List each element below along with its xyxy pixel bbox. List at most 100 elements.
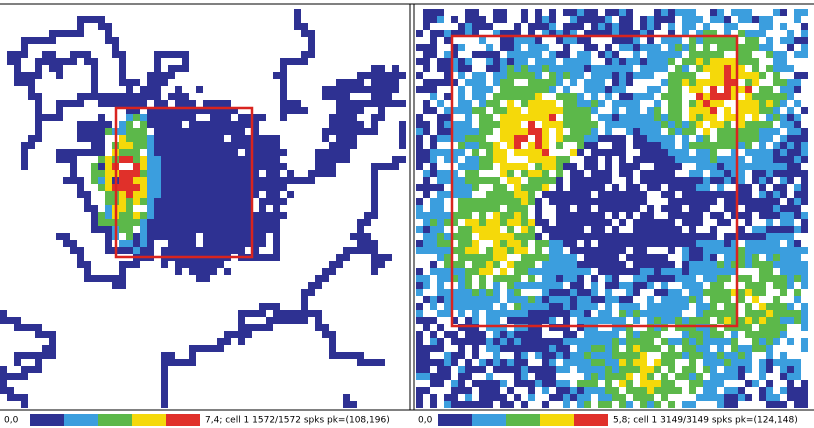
map-pixel bbox=[336, 135, 343, 142]
map-pixel bbox=[710, 296, 717, 303]
map-pixel bbox=[563, 380, 570, 387]
map-pixel bbox=[773, 247, 780, 254]
map-pixel bbox=[696, 289, 703, 296]
map-pixel bbox=[266, 149, 273, 156]
map-pixel bbox=[556, 303, 563, 310]
map-pixel bbox=[731, 142, 738, 149]
map-pixel bbox=[105, 191, 112, 198]
map-pixel bbox=[780, 310, 787, 317]
map-pixel bbox=[738, 51, 745, 58]
map-pixel bbox=[294, 16, 301, 23]
map-pixel bbox=[507, 107, 514, 114]
map-pixel bbox=[577, 261, 584, 268]
map-pixel bbox=[486, 128, 493, 135]
map-pixel bbox=[451, 184, 458, 191]
map-pixel bbox=[563, 37, 570, 44]
map-pixel bbox=[119, 240, 126, 247]
map-pixel bbox=[521, 16, 528, 23]
map-pixel bbox=[444, 72, 451, 79]
map-pixel bbox=[647, 324, 654, 331]
map-pixel bbox=[465, 219, 472, 226]
map-pixel bbox=[773, 128, 780, 135]
map-pixel bbox=[521, 373, 528, 380]
map-pixel bbox=[794, 212, 801, 219]
map-pixel bbox=[70, 240, 77, 247]
map-pixel bbox=[563, 114, 570, 121]
map-pixel bbox=[479, 226, 486, 233]
map-pixel bbox=[210, 345, 217, 352]
map-pixel bbox=[787, 394, 794, 401]
map-pixel bbox=[451, 177, 458, 184]
map-pixel bbox=[773, 100, 780, 107]
map-pixel bbox=[591, 212, 598, 219]
map-pixel bbox=[273, 135, 280, 142]
map-pixel bbox=[224, 170, 231, 177]
map-pixel bbox=[175, 191, 182, 198]
map-pixel bbox=[584, 121, 591, 128]
map-pixel bbox=[591, 198, 598, 205]
map-pixel bbox=[591, 163, 598, 170]
map-pixel bbox=[661, 373, 668, 380]
map-pixel bbox=[633, 394, 640, 401]
map-pixel bbox=[640, 44, 647, 51]
map-pixel bbox=[56, 72, 63, 79]
map-pixel bbox=[238, 170, 245, 177]
map-pixel bbox=[752, 345, 759, 352]
map-pixel bbox=[612, 58, 619, 65]
map-pixel bbox=[619, 65, 626, 72]
map-pixel bbox=[126, 205, 133, 212]
map-pixel bbox=[126, 177, 133, 184]
map-pixel bbox=[175, 359, 182, 366]
map-pixel bbox=[766, 37, 773, 44]
map-pixel bbox=[682, 23, 689, 30]
map-pixel bbox=[605, 310, 612, 317]
map-pixel bbox=[605, 23, 612, 30]
map-pixel bbox=[56, 114, 63, 121]
map-pixel bbox=[710, 394, 717, 401]
map-pixel bbox=[584, 177, 591, 184]
map-pixel bbox=[556, 177, 563, 184]
map-pixel bbox=[437, 247, 444, 254]
map-pixel bbox=[514, 303, 521, 310]
map-pixel bbox=[259, 310, 266, 317]
map-pixel bbox=[458, 240, 465, 247]
map-pixel bbox=[451, 58, 458, 65]
map-pixel bbox=[577, 142, 584, 149]
map-pixel bbox=[591, 380, 598, 387]
map-pixel bbox=[626, 303, 633, 310]
map-pixel bbox=[465, 324, 472, 331]
map-pixel bbox=[542, 121, 549, 128]
map-pixel bbox=[647, 37, 654, 44]
map-pixel bbox=[675, 156, 682, 163]
map-pixel bbox=[154, 177, 161, 184]
map-pixel bbox=[598, 366, 605, 373]
map-pixel bbox=[147, 135, 154, 142]
map-pixel bbox=[549, 100, 556, 107]
map-pixel bbox=[738, 212, 745, 219]
map-pixel bbox=[703, 142, 710, 149]
map-pixel bbox=[423, 373, 430, 380]
map-pixel bbox=[724, 16, 731, 23]
map-pixel bbox=[717, 177, 724, 184]
map-pixel bbox=[371, 198, 378, 205]
map-pixel bbox=[147, 184, 154, 191]
map-pixel bbox=[472, 93, 479, 100]
map-pixel bbox=[133, 135, 140, 142]
map-pixel bbox=[619, 366, 626, 373]
map-pixel bbox=[329, 86, 336, 93]
map-pixel bbox=[465, 247, 472, 254]
map-pixel bbox=[780, 331, 787, 338]
map-pixel bbox=[500, 9, 507, 16]
map-pixel bbox=[224, 247, 231, 254]
map-pixel bbox=[238, 163, 245, 170]
map-pixel bbox=[759, 121, 766, 128]
map-pixel bbox=[224, 219, 231, 226]
map-pixel bbox=[35, 128, 42, 135]
map-pixel bbox=[224, 198, 231, 205]
map-pixel bbox=[479, 93, 486, 100]
map-pixel bbox=[437, 345, 444, 352]
map-pixel bbox=[500, 170, 507, 177]
map-pixel bbox=[577, 296, 584, 303]
map-pixel bbox=[430, 317, 437, 324]
map-pixel bbox=[210, 177, 217, 184]
